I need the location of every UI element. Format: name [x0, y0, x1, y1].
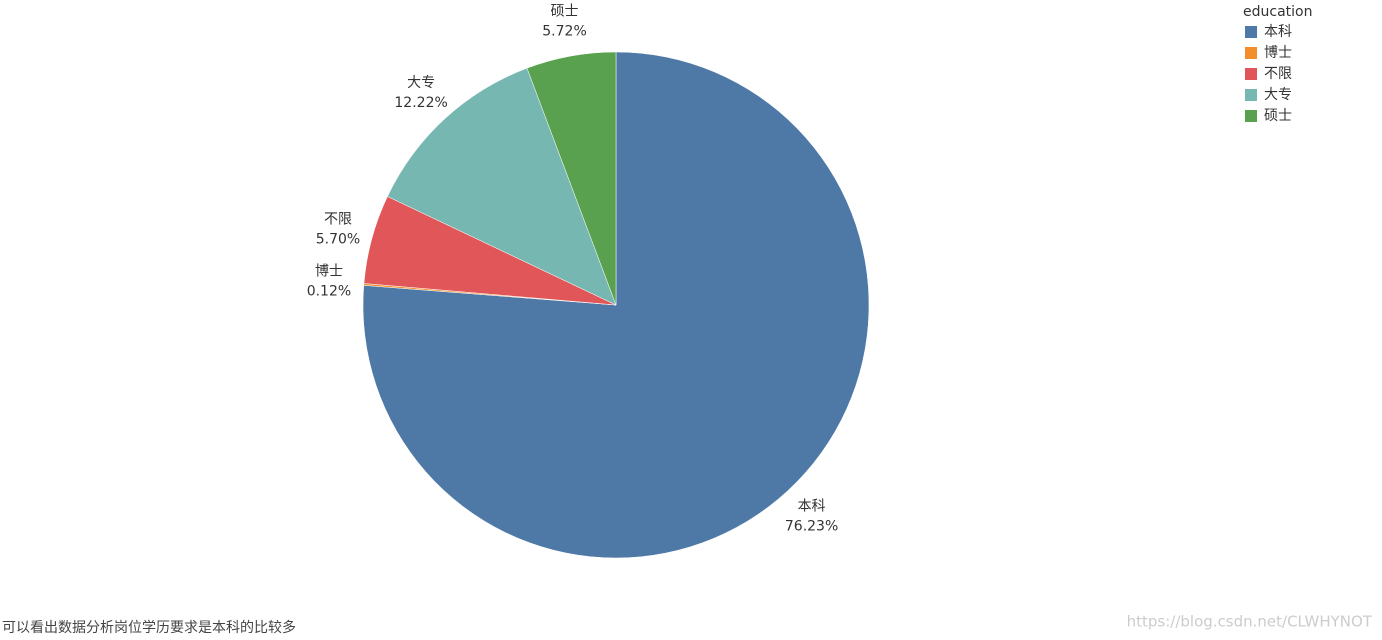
- legend-label: 博士: [1264, 44, 1292, 61]
- legend-swatch: [1245, 47, 1257, 59]
- slice-category-label: 博士: [315, 263, 343, 280]
- legend-title: education: [1243, 4, 1312, 20]
- slice-category-label: 不限: [324, 212, 352, 228]
- slice-category-label: 大专: [407, 75, 435, 91]
- pie-slice: [387, 67, 617, 306]
- pie-slice: [526, 51, 617, 306]
- slice-value-label: 5.70%: [316, 232, 360, 248]
- slice-value-label: 12.22%: [394, 95, 447, 111]
- legend-label: 硕士: [1264, 108, 1292, 124]
- legend-label: 本科: [1264, 24, 1292, 40]
- slice-category-label: 本科: [798, 498, 826, 514]
- legend-label: 不限: [1264, 66, 1292, 82]
- slice-value-label: 76.23%: [785, 518, 838, 534]
- legend-swatch: [1245, 68, 1257, 80]
- watermark: https://blog.csdn.net/CLWHYNOT: [1127, 613, 1373, 631]
- slice-value-label: 0.12%: [307, 284, 351, 300]
- slice-category-label: 硕士: [551, 4, 579, 20]
- legend-swatch: [1245, 110, 1257, 122]
- slice-value-label: 5.72%: [542, 24, 586, 40]
- legend-swatch: [1245, 26, 1257, 38]
- caption: 可以看出数据分析岗位学历要求是本科的比较多: [2, 619, 296, 636]
- legend-swatch: [1245, 89, 1257, 101]
- legend-label: 大专: [1264, 87, 1292, 103]
